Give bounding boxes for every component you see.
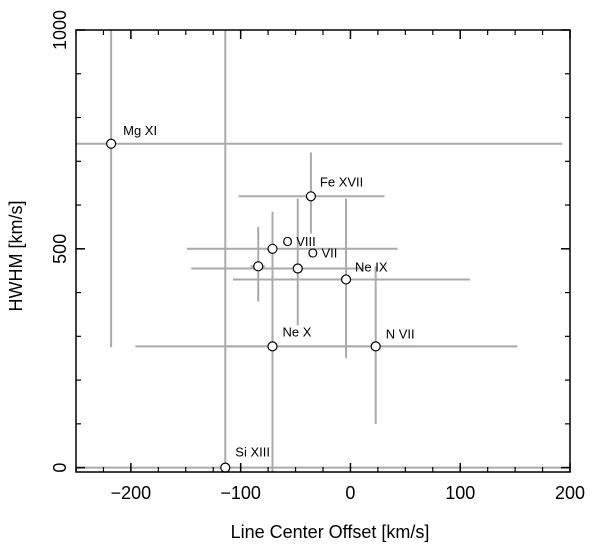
point-label: O VII (308, 246, 338, 261)
data-point (267, 341, 278, 352)
data-point (106, 138, 117, 149)
data-point (292, 263, 303, 274)
point-label: O VIII (283, 234, 316, 249)
point-label: Mg XI (123, 123, 157, 138)
y-tick-label: 1000 (50, 10, 70, 50)
data-point (267, 243, 278, 254)
point-label: Si XIII (235, 445, 270, 460)
x-tick-label: −100 (220, 483, 261, 503)
data-point (340, 274, 352, 285)
data-point (220, 462, 231, 473)
y-axis-title: HWHM [km/s] (6, 201, 26, 312)
point-label: Ne X (283, 324, 312, 339)
x-tick-label: 100 (445, 483, 475, 503)
data-point (253, 261, 264, 272)
x-tick-label: 200 (555, 483, 585, 503)
y-tick-label: 0 (50, 463, 70, 473)
point-label: Ne IX (355, 259, 388, 274)
x-tick-label: 0 (345, 483, 355, 503)
data-point (305, 191, 317, 202)
data-point (370, 341, 381, 352)
point-label: Fe XVII (320, 174, 363, 189)
x-tick-label: −200 (111, 483, 152, 503)
x-axis-title: Line Center Offset [km/s] (231, 522, 430, 542)
y-tick-label: 500 (50, 234, 70, 264)
tick-layer: −200 −100 0 100 200 0 500 1000 (50, 10, 585, 503)
point-label: N VII (386, 326, 415, 341)
